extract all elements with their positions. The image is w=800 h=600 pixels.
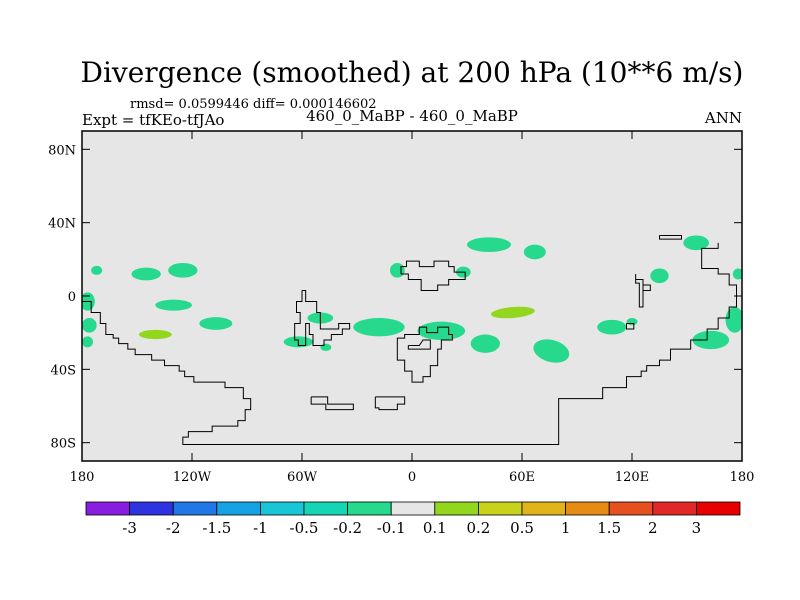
season-label: ANN bbox=[704, 109, 742, 127]
colorbar-swatch bbox=[303, 501, 348, 516]
colorbar-label: -1 bbox=[253, 519, 268, 537]
y-tick-label: 40N bbox=[48, 217, 76, 232]
divergence-contour-region bbox=[417, 274, 440, 285]
coastline bbox=[659, 235, 682, 240]
y-tick-label: 40S bbox=[51, 363, 76, 378]
divergence-contour-region bbox=[138, 329, 172, 340]
colorbar-swatch bbox=[521, 501, 566, 516]
colorbar-label: -1.5 bbox=[202, 519, 231, 537]
coastline bbox=[310, 396, 354, 411]
colorbar-label: -0.5 bbox=[290, 519, 319, 537]
colorbar-swatch bbox=[565, 501, 610, 516]
colorbar-swatch bbox=[129, 501, 174, 516]
divergence-contour-region bbox=[216, 234, 253, 255]
x-tick-label: 0 bbox=[408, 470, 416, 485]
colorbar-swatch bbox=[696, 501, 741, 516]
divergence-contour-region bbox=[490, 306, 535, 319]
divergence-contour-region bbox=[117, 237, 142, 256]
coastline bbox=[294, 290, 351, 346]
colorbar-label: 3 bbox=[692, 519, 702, 537]
divergence-contour-region bbox=[470, 334, 501, 353]
colorbar-swatch bbox=[652, 501, 697, 516]
colorbar-label: 0.5 bbox=[510, 519, 534, 537]
colorbar-swatch bbox=[390, 501, 436, 516]
divergence-contour-region bbox=[131, 267, 161, 281]
divergence-contour-region bbox=[600, 233, 634, 256]
x-tick-label: 120E bbox=[615, 470, 649, 485]
colorbar-swatch bbox=[608, 501, 654, 516]
x-tick-label: 180 bbox=[70, 470, 95, 485]
colorbar-label: 0.2 bbox=[466, 519, 490, 537]
divergence-contour-region bbox=[467, 237, 511, 253]
divergence-contour-region bbox=[732, 268, 742, 280]
divergence-contour-region bbox=[320, 343, 332, 352]
colorbar-label: -2 bbox=[166, 519, 181, 537]
divergence-contour-region bbox=[168, 263, 198, 278]
divergence-contour-region bbox=[251, 245, 302, 277]
coastline bbox=[635, 274, 644, 308]
coastline bbox=[374, 396, 406, 411]
divergence-contour-region bbox=[390, 263, 405, 278]
divergence-contour-region bbox=[318, 244, 341, 274]
coastline bbox=[82, 242, 737, 445]
divergence-contour-region bbox=[91, 265, 103, 275]
colorbar-swatch bbox=[477, 501, 523, 516]
coastline bbox=[407, 339, 431, 350]
expt-label: Expt = tfKEo-tfJAo bbox=[82, 111, 224, 129]
divergence-contour-region bbox=[523, 244, 546, 260]
y-tick-label: 80N bbox=[48, 143, 76, 158]
x-tick-label: 60E bbox=[509, 470, 535, 485]
colorbar-swatch bbox=[216, 501, 261, 516]
colorbar-label: -0.2 bbox=[333, 519, 362, 537]
divergence-contour-region bbox=[679, 272, 695, 284]
divergence-contour-region bbox=[533, 339, 570, 363]
divergence-contour-region bbox=[681, 321, 704, 333]
map-background bbox=[82, 131, 742, 461]
divergence-contour-region bbox=[155, 299, 193, 311]
divergence-contour-region bbox=[82, 318, 97, 333]
x-tick-label: 180 bbox=[730, 470, 755, 485]
divergence-contour-region bbox=[597, 319, 627, 335]
y-tick-label: 80S bbox=[51, 437, 76, 452]
coastline bbox=[626, 323, 635, 330]
colorbar-label: 1.5 bbox=[597, 519, 621, 537]
colorbar-label: -3 bbox=[122, 519, 137, 537]
divergence-contour-region bbox=[82, 336, 93, 348]
divergence-contour-region bbox=[199, 317, 233, 330]
coastline bbox=[643, 284, 651, 291]
divergence-contour-region bbox=[683, 235, 710, 251]
divergence-contour-region bbox=[692, 330, 730, 350]
divergence-contour-region bbox=[353, 318, 405, 337]
divergence-contour-region bbox=[725, 307, 742, 333]
colorbar-label: -0.1 bbox=[377, 519, 406, 537]
x-tick-label: 60W bbox=[287, 470, 318, 485]
colorbar-label: 1 bbox=[561, 519, 571, 537]
coastline bbox=[400, 260, 466, 291]
y-tick-label: 0 bbox=[68, 290, 76, 305]
colorbar-swatch bbox=[172, 501, 218, 516]
chart-title: Divergence (smoothed) at 200 hPa (10**6 … bbox=[81, 56, 744, 89]
colorbar-label: 2 bbox=[648, 519, 658, 537]
divergence-contour-region bbox=[626, 318, 638, 326]
colorbar-swatch bbox=[434, 501, 479, 516]
case-label: 460_0_MaBP - 460_0_MaBP bbox=[306, 107, 518, 125]
colorbar-swatch bbox=[347, 501, 392, 516]
divergence-contour-region bbox=[417, 321, 466, 341]
coastline bbox=[396, 326, 453, 383]
stats-label: rmsd= 0.0599446 diff= 0.000146602 bbox=[130, 97, 377, 112]
colorbar-label: 0.1 bbox=[423, 519, 447, 537]
x-tick-label: 120W bbox=[173, 470, 212, 485]
colorbar-swatch bbox=[85, 501, 130, 516]
colorbar-swatch bbox=[259, 501, 305, 516]
divergence-contour-region bbox=[298, 314, 306, 322]
divergence-contour-region bbox=[650, 268, 669, 284]
divergence-contour-region bbox=[349, 259, 369, 274]
